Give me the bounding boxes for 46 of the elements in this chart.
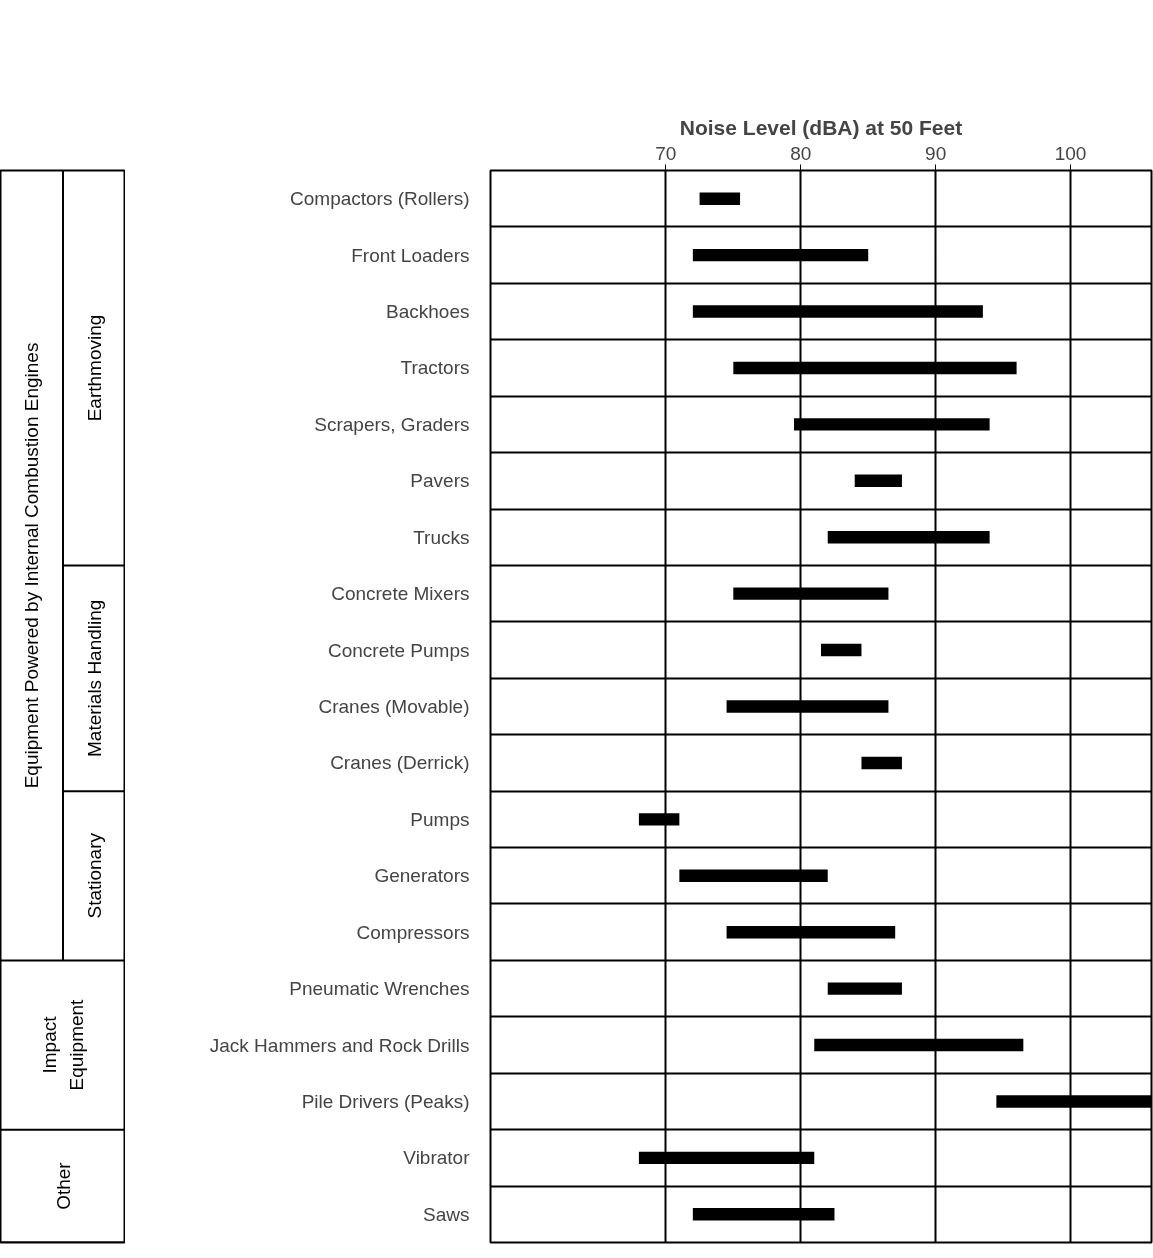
y-tick-label: Pneumatic Wrenches bbox=[289, 978, 470, 1000]
bar bbox=[699, 192, 741, 205]
y-tick-label: Generators bbox=[374, 865, 470, 887]
bar bbox=[821, 643, 862, 657]
bar bbox=[827, 982, 902, 995]
y-tick-label: Concrete Mixers bbox=[331, 583, 470, 605]
bar bbox=[733, 361, 1017, 375]
y-tick-label: Trucks bbox=[413, 526, 470, 548]
text: Earthmoving bbox=[83, 314, 105, 422]
bar bbox=[692, 305, 983, 318]
y-tick-label: Cranes (Movable) bbox=[318, 696, 470, 717]
bar bbox=[861, 756, 902, 770]
x-tick-label: 100 bbox=[1054, 142, 1087, 164]
text: Equipment Powered by Internal Combustion Engines bbox=[21, 342, 43, 789]
bar bbox=[692, 248, 869, 262]
y-tick-label: Scrapers, Graders bbox=[314, 413, 470, 435]
y-tick-label: Tractors bbox=[400, 357, 470, 379]
text: Other bbox=[52, 1161, 74, 1210]
x-tick-label: 90 bbox=[925, 142, 947, 164]
y-tick-label: Saws bbox=[423, 1203, 470, 1225]
bar bbox=[794, 418, 990, 431]
x-tick-label: 70 bbox=[655, 142, 677, 164]
bar bbox=[726, 700, 889, 713]
bar bbox=[679, 869, 828, 882]
text: Impact Equipment bbox=[38, 998, 88, 1091]
text: Stationary bbox=[83, 832, 105, 919]
chart-title: Noise Level (dBA) at 50 Feet bbox=[679, 115, 963, 139]
y-tick-label: Front Loaders bbox=[351, 244, 470, 266]
y-tick-label: Vibrator bbox=[403, 1147, 471, 1169]
bar bbox=[814, 1038, 1024, 1052]
bar bbox=[827, 531, 990, 544]
y-tick-label: Jack Hammers and Rock Drills bbox=[209, 1034, 470, 1056]
y-tick-label: Pumps bbox=[410, 808, 470, 830]
y-tick-label: Pile Drivers (Peaks) bbox=[301, 1090, 470, 1112]
y-tick-label: Backhoes bbox=[386, 301, 470, 323]
bar bbox=[692, 1208, 835, 1221]
x-tick-label: 80 bbox=[790, 142, 812, 164]
y-tick-label: Compactors (Rollers) bbox=[290, 188, 470, 210]
y-tick-label: Compressors bbox=[356, 921, 470, 943]
y-tick-label: Pavers bbox=[410, 470, 470, 492]
text: Materials Handling bbox=[83, 599, 105, 757]
bar bbox=[726, 925, 896, 939]
bar bbox=[733, 587, 889, 600]
bar bbox=[854, 474, 902, 488]
y-tick-label: Concrete Pumps bbox=[327, 639, 470, 661]
y-tick-label: Cranes (Derrick) bbox=[330, 752, 470, 774]
